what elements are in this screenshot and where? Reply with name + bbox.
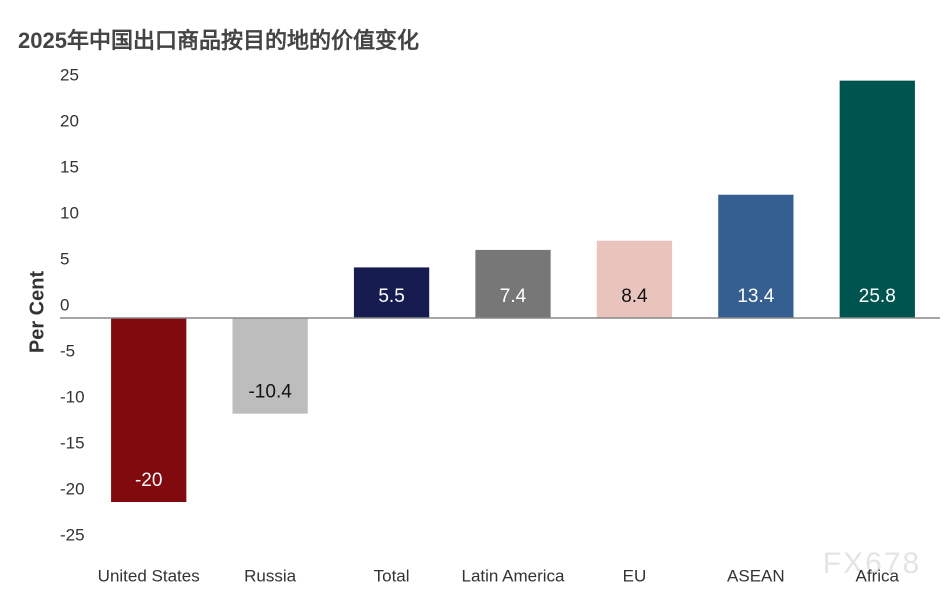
x-tick-label: Total — [374, 566, 410, 585]
bar — [596, 240, 673, 318]
y-tick-label: 5 — [60, 249, 69, 268]
x-tick-label: EU — [623, 566, 647, 585]
bar — [839, 80, 915, 318]
x-tick-label: ASEAN — [727, 566, 785, 585]
value-label: 8.4 — [621, 286, 648, 307]
y-axis-label: Per Cent — [26, 271, 48, 354]
bar — [718, 194, 794, 318]
bar — [232, 318, 308, 414]
value-label: 7.4 — [500, 286, 527, 307]
y-tick-label: -25 — [60, 525, 85, 544]
value-label: 25.8 — [859, 286, 896, 307]
x-tick-label: Latin America — [462, 566, 566, 585]
x-tick-label: United States — [98, 566, 200, 585]
y-tick-label: -15 — [60, 433, 85, 452]
x-tick-label: Africa — [856, 566, 900, 585]
y-tick-label: -10 — [60, 387, 85, 406]
watermark: FX678 — [823, 547, 921, 580]
y-tick-label: 15 — [60, 157, 79, 176]
y-tick-label: 25 — [60, 65, 79, 84]
value-label: 5.5 — [378, 286, 404, 307]
bar — [475, 249, 551, 318]
x-tick-label: Russia — [244, 566, 297, 585]
y-tick-label: -5 — [60, 341, 75, 360]
value-label: -20 — [135, 470, 162, 491]
bar — [353, 267, 430, 318]
y-tick-label: 10 — [60, 203, 79, 222]
bar — [111, 318, 187, 502]
y-tick-label: 0 — [60, 295, 69, 314]
value-label: 13.4 — [737, 286, 774, 307]
value-label: -10.4 — [248, 382, 292, 403]
chart-title: 2025年中国出口商品按目的地的价值变化 — [18, 28, 419, 53]
y-tick-label: -20 — [60, 479, 85, 498]
y-tick-label: 20 — [60, 111, 79, 130]
